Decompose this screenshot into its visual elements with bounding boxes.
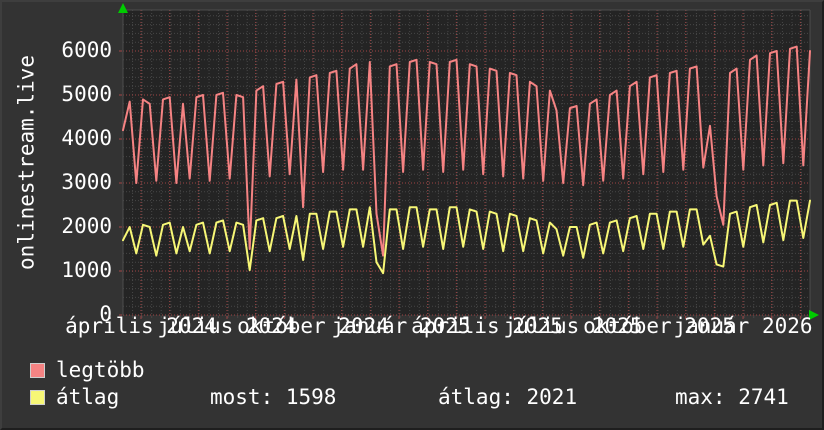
x-axis-label: október 2024 (237, 314, 389, 338)
x-axis-label: október 2025 (583, 314, 735, 338)
stat-most-value: 1598 (285, 385, 337, 409)
y-axis-label: 4000 (61, 126, 112, 150)
x-axis-label: július 2024 (157, 314, 297, 338)
legend-swatch-legtobb (30, 363, 45, 378)
y-axis-label: 6000 (61, 38, 112, 62)
ticks-minor (132, 316, 803, 318)
x-axis-arrow-icon (809, 310, 819, 320)
stat-max: max: 2741 (675, 387, 789, 408)
y-axis-label: 0 (99, 302, 112, 326)
series-line-legtobb (122, 45, 811, 257)
y-axis-label: 1000 (61, 258, 112, 282)
stat-most: most: 1598 (210, 387, 336, 408)
legend-label-atlag: átlag (56, 385, 120, 409)
plot-canvas (123, 10, 810, 315)
grid-minor (123, 10, 810, 315)
legend-label-legtobb: legtöbb (56, 358, 145, 382)
stat-max-label: max: (675, 385, 726, 409)
legend-swatch-atlag (30, 390, 45, 405)
y-axis-arrow-icon (118, 3, 128, 13)
x-axis-label: július 2025 (503, 314, 643, 338)
y-axis-label: 3000 (61, 170, 112, 194)
y-axis-label: 5000 (61, 82, 112, 106)
stat-max-value: 2741 (738, 385, 789, 409)
x-axis-label: január 2025 (331, 314, 471, 338)
x-axis-label: április 2025 (411, 314, 563, 338)
stat-atlag: átlag: 2021 (438, 387, 577, 408)
stat-atlag-value: 2021 (526, 385, 578, 409)
stat-atlag-label: átlag: (438, 385, 514, 409)
stat-most-label: most: (210, 385, 274, 409)
x-axis-label: január 2026 (673, 314, 813, 338)
y-axis-label: 2000 (61, 214, 112, 238)
ticks-major (119, 50, 801, 319)
x-axis-label: április 2024 (65, 314, 217, 338)
series-line-atlag (122, 199, 811, 275)
